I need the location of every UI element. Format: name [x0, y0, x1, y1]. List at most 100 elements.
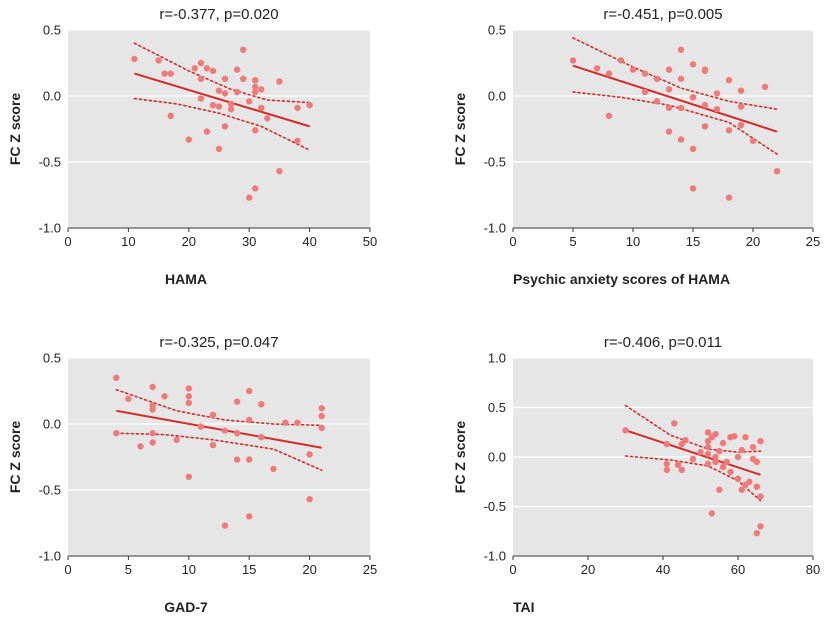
data-point [663, 466, 670, 474]
data-point [258, 104, 265, 112]
data-point [185, 385, 192, 392]
data-point [757, 493, 764, 500]
data-point [757, 523, 764, 530]
x-tick-label: 0 [509, 562, 516, 577]
x-tick-label: 20 [581, 562, 595, 577]
data-point [704, 450, 712, 458]
data-point [233, 430, 241, 437]
panel-title-4: r=-0.406, p=0.011 [604, 334, 722, 351]
data-point [719, 463, 727, 471]
data-point [252, 77, 259, 84]
data-point [258, 86, 265, 93]
data-point [161, 393, 168, 400]
data-point [131, 55, 138, 63]
ci-upper-line-3 [115, 388, 323, 427]
data-point [677, 46, 685, 53]
data-point [569, 57, 577, 64]
ci-lower-line-3 [115, 432, 323, 472]
data-point [276, 168, 283, 175]
data-point [773, 168, 781, 175]
data-point [663, 440, 670, 448]
y-axis-label-3: FC Z score [7, 421, 23, 494]
x-tick-label: 10 [182, 562, 196, 577]
y-tick-label: 0.0 [43, 89, 61, 104]
data-point [734, 453, 742, 461]
x-tick-label: 0 [509, 234, 516, 249]
data-point [653, 75, 661, 83]
data-point [197, 75, 205, 83]
y-tick-label: -1.0 [39, 549, 61, 564]
data-point [622, 427, 629, 434]
data-point [203, 65, 211, 72]
data-point [197, 95, 205, 102]
data-point [240, 46, 247, 53]
x-tick-label: 25 [363, 562, 377, 577]
data-point [641, 88, 649, 96]
data-point [713, 106, 721, 113]
data-point [246, 98, 253, 105]
data-point [689, 145, 697, 152]
data-point [246, 416, 253, 424]
data-point [701, 102, 709, 109]
data-point [689, 61, 697, 68]
data-point [215, 87, 223, 94]
data-point [113, 430, 120, 437]
data-point [738, 486, 745, 493]
x-tick-label: 30 [242, 234, 256, 249]
data-point [716, 486, 723, 493]
data-point [294, 419, 301, 426]
data-point [209, 67, 217, 75]
data-point [149, 383, 156, 391]
x-tick-label: 40 [302, 234, 316, 249]
data-point [221, 522, 229, 529]
y-tick-label: 0.5 [488, 23, 506, 38]
data-point [593, 65, 601, 72]
data-point [233, 456, 241, 463]
data-point [629, 66, 637, 73]
x-tick-label: 20 [746, 234, 760, 249]
data-point [246, 387, 253, 395]
data-point [761, 83, 769, 91]
data-point [137, 443, 144, 450]
data-point [209, 411, 217, 418]
data-point [149, 430, 156, 437]
data-point [185, 393, 192, 400]
x-axis-label-2: Psychic anxiety scores of HAMA [513, 271, 730, 287]
data-point [161, 70, 168, 77]
data-point [665, 66, 673, 73]
data-point [665, 104, 673, 112]
x-tick-label: 60 [731, 562, 745, 577]
data-point [737, 121, 745, 129]
data-point [689, 455, 697, 463]
data-point [704, 438, 712, 445]
data-point [294, 137, 301, 145]
x-tick-label: 10 [121, 234, 135, 249]
data-point [665, 86, 673, 93]
data-point [678, 466, 685, 474]
data-point [276, 78, 283, 85]
data-point [725, 127, 733, 134]
x-tick-label: 20 [302, 562, 316, 577]
data-point [737, 103, 745, 110]
panel-title-2: r=-0.451, p=0.005 [603, 6, 722, 23]
data-point [734, 475, 742, 482]
data-point [125, 395, 132, 403]
data-point [746, 478, 753, 485]
data-point [731, 433, 738, 440]
data-point [753, 530, 760, 537]
y-tick-label: 0.0 [488, 450, 506, 465]
panel-title-3: r=-0.325, p=0.047 [159, 334, 278, 351]
data-point [605, 70, 613, 77]
data-point [306, 102, 313, 109]
data-point [641, 70, 649, 77]
data-point [197, 59, 205, 67]
data-point [252, 185, 259, 192]
data-point [294, 104, 301, 112]
data-point [233, 88, 241, 96]
x-axis-label-3: GAD-7 [164, 599, 208, 615]
data-point [258, 434, 265, 441]
x-tick-label: 10 [626, 234, 640, 249]
data-point [209, 441, 217, 449]
data-point [677, 75, 685, 83]
